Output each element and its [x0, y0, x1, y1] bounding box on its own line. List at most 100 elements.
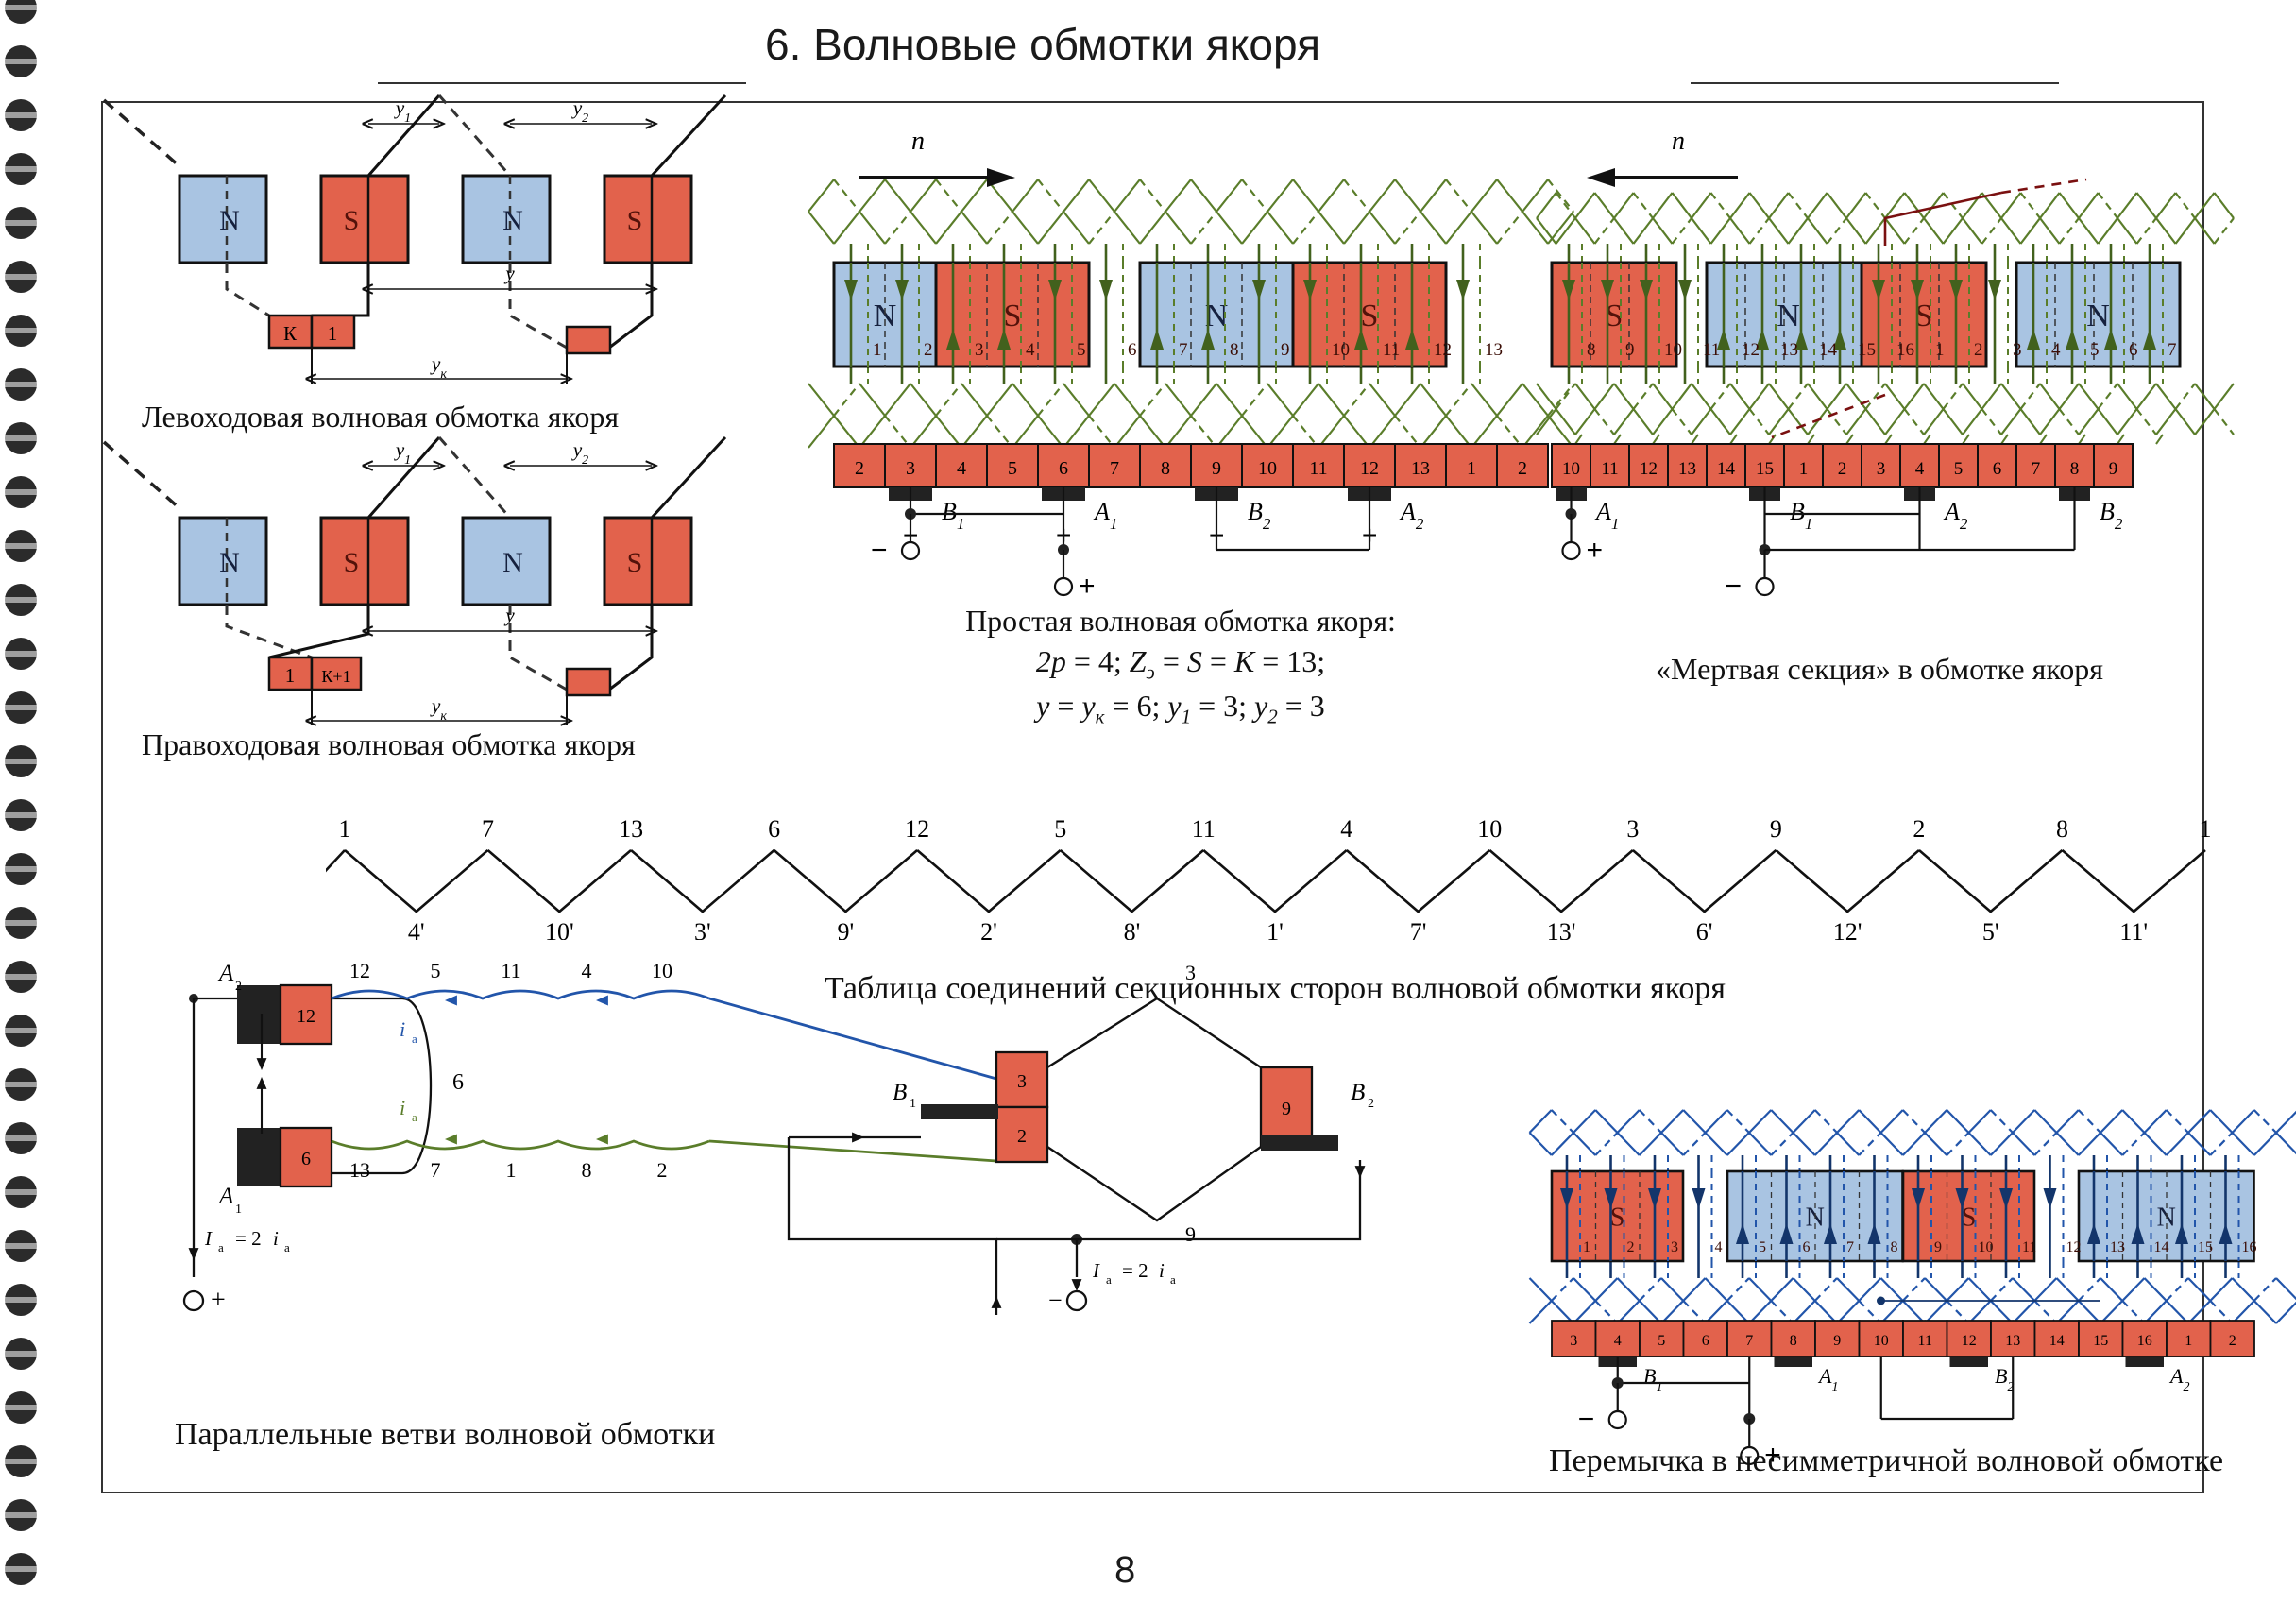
svg-text:6: 6: [1702, 1333, 1709, 1349]
svg-text:1: 1: [339, 815, 351, 843]
svg-text:6: 6: [1803, 1239, 1811, 1255]
svg-text:4: 4: [1915, 459, 1925, 479]
svg-text:2: 2: [2229, 1333, 2236, 1349]
svg-text:S: S: [1361, 299, 1379, 333]
svg-text:n: n: [911, 127, 925, 156]
svg-text:i: i: [273, 1227, 279, 1250]
svg-text:6: 6: [452, 1070, 464, 1095]
svg-text:8: 8: [1587, 340, 1596, 360]
svg-text:A1: A1: [1093, 498, 1117, 533]
svg-text:7: 7: [1179, 340, 1188, 360]
svg-text:1: 1: [1583, 1239, 1590, 1255]
svg-text:3: 3: [1626, 815, 1639, 843]
svg-text:11: 11: [501, 959, 520, 982]
svg-text:A1: A1: [1817, 1364, 1838, 1394]
svg-text:14: 14: [1717, 459, 1736, 479]
svg-text:B1: B1: [1643, 1364, 1662, 1394]
svg-text:7: 7: [2032, 459, 2041, 479]
svg-text:A2: A2: [1399, 498, 1424, 533]
svg-text:i: i: [1159, 1259, 1165, 1282]
svg-text:7: 7: [431, 1158, 441, 1182]
svg-text:3': 3': [694, 918, 711, 940]
svg-text:S: S: [627, 547, 643, 578]
svg-text:2: 2: [1627, 1239, 1635, 1255]
svg-text:4: 4: [582, 959, 592, 982]
svg-text:7': 7': [1410, 918, 1427, 940]
svg-text:1: 1: [235, 1203, 242, 1217]
svg-text:11: 11: [1918, 1333, 1932, 1349]
svg-text:12': 12': [1833, 918, 1862, 940]
svg-text:B: B: [893, 1080, 907, 1105]
svg-text:1: 1: [910, 1097, 916, 1111]
svg-text:12: 12: [2066, 1239, 2082, 1255]
svg-text:12: 12: [1962, 1333, 1977, 1349]
svg-text:2: 2: [1974, 340, 1983, 360]
svg-text:B2: B2: [2100, 498, 2123, 533]
svg-text:i: i: [400, 1017, 405, 1041]
svg-text:1: 1: [1799, 459, 1809, 479]
svg-text:Правоходовая волновая обмотка: Правоходовая волновая обмотка якоря: [142, 727, 636, 761]
svg-text:6: 6: [1059, 458, 1068, 479]
svg-text:S: S: [627, 205, 643, 236]
svg-text:11: 11: [1601, 459, 1618, 479]
svg-text:5': 5': [1982, 918, 1999, 940]
svg-text:1: 1: [1935, 340, 1945, 360]
svg-text:a: a: [1106, 1272, 1112, 1287]
svg-text:13: 13: [1678, 459, 1696, 479]
svg-text:6: 6: [2129, 340, 2138, 360]
svg-text:К: К: [283, 322, 298, 345]
svg-text:15: 15: [2093, 1333, 2108, 1349]
svg-text:5: 5: [1077, 340, 1086, 360]
svg-text:8: 8: [582, 1158, 592, 1182]
svg-text:10: 10: [1664, 340, 1682, 360]
svg-text:3: 3: [1570, 1333, 1577, 1349]
svg-text:12: 12: [1434, 340, 1452, 360]
svg-text:9: 9: [1934, 1239, 1942, 1255]
svg-text:y2: y2: [571, 438, 588, 468]
svg-text:−: −: [871, 535, 888, 566]
svg-text:11: 11: [1383, 340, 1400, 360]
svg-text:8: 8: [2070, 459, 2080, 479]
svg-text:8: 8: [1161, 458, 1170, 479]
svg-text:S: S: [1004, 299, 1022, 333]
svg-text:N: N: [874, 299, 897, 333]
svg-text:+: +: [211, 1286, 226, 1315]
svg-text:5: 5: [1954, 459, 1964, 479]
svg-text:−: −: [1578, 1404, 1595, 1435]
svg-text:N: N: [1777, 299, 1800, 333]
svg-text:7: 7: [1745, 1333, 1753, 1349]
svg-text:16: 16: [1896, 340, 1914, 360]
svg-text:S: S: [344, 205, 360, 236]
svg-text:8': 8': [1124, 918, 1141, 940]
svg-text:2: 2: [1838, 459, 1847, 479]
svg-text:y1: y1: [394, 438, 411, 468]
svg-text:= 2: = 2: [1122, 1259, 1148, 1282]
svg-text:13': 13': [1547, 918, 1576, 940]
svg-text:1: 1: [506, 1158, 517, 1182]
svg-text:9: 9: [1281, 340, 1290, 360]
svg-text:9: 9: [1833, 1333, 1841, 1349]
svg-text:= 2: = 2: [235, 1227, 262, 1250]
svg-text:+: +: [1587, 535, 1604, 566]
svg-text:N: N: [502, 205, 523, 236]
svg-text:3: 3: [1877, 459, 1886, 479]
svg-text:15: 15: [1858, 340, 1876, 360]
svg-text:6: 6: [301, 1149, 311, 1169]
svg-text:14: 14: [2049, 1333, 2065, 1349]
svg-text:4': 4': [408, 918, 425, 940]
svg-text:11: 11: [1703, 340, 1720, 360]
svg-text:3: 3: [1185, 961, 1196, 984]
svg-text:4: 4: [1026, 340, 1035, 360]
svg-text:S: S: [1610, 1203, 1625, 1233]
svg-text:9: 9: [1212, 458, 1221, 479]
svg-text:5: 5: [1658, 1333, 1665, 1349]
svg-text:+: +: [1079, 571, 1096, 602]
svg-text:11': 11': [2119, 918, 2148, 940]
svg-text:2: 2: [1518, 458, 1527, 479]
svg-text:yк: yк: [430, 352, 447, 382]
svg-text:2': 2': [980, 918, 997, 940]
svg-text:16: 16: [2242, 1239, 2257, 1255]
svg-text:2: 2: [235, 980, 242, 994]
svg-text:К+1: К+1: [321, 667, 350, 686]
svg-text:6: 6: [1128, 340, 1137, 360]
